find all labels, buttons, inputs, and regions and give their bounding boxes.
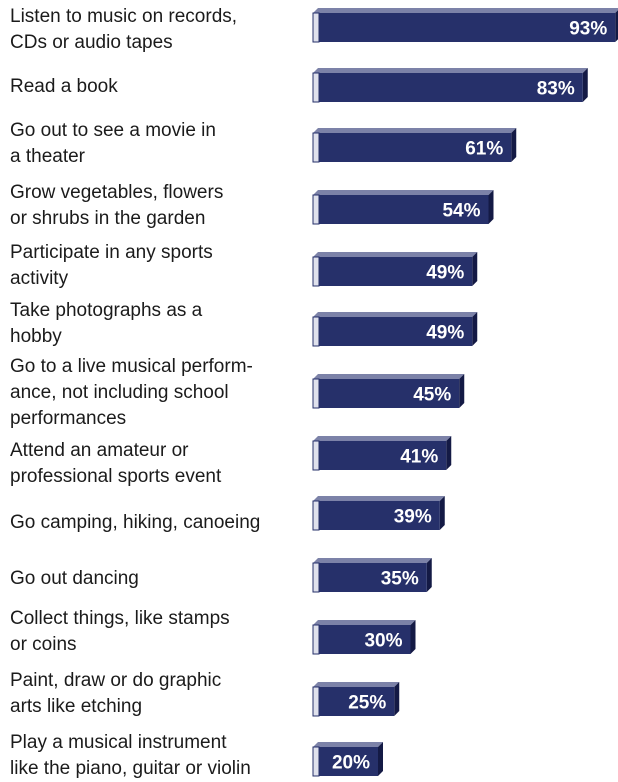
bar bbox=[313, 501, 440, 530]
category-label: Attend an amateur or professional sports… bbox=[10, 440, 222, 487]
bar bbox=[313, 317, 473, 346]
category-label: Grow vegetables, flowers or shrubs in th… bbox=[10, 182, 224, 229]
bar bbox=[313, 133, 512, 162]
bar bbox=[313, 257, 473, 286]
bar-top-face bbox=[313, 496, 445, 501]
bar bbox=[313, 441, 447, 470]
category-label: Take photographs as a hobby bbox=[10, 300, 203, 347]
bar bbox=[313, 563, 427, 592]
category-label: Go to a live musical perform- ance, not … bbox=[10, 356, 253, 429]
bar-value-label: 61% bbox=[465, 139, 503, 160]
bar bbox=[313, 73, 583, 102]
category-label: Participate in any sports activity bbox=[10, 242, 213, 289]
bar-group: 93% bbox=[312, 8, 618, 43]
category-label: Listen to music on records, CDs or audio… bbox=[10, 6, 238, 53]
bar-group: 35% bbox=[312, 558, 432, 593]
bar-top-face bbox=[313, 190, 494, 195]
bar-top-face bbox=[313, 374, 465, 379]
bar-side-face bbox=[511, 128, 517, 162]
bar-group: 39% bbox=[312, 496, 445, 531]
category-label: Go out to see a movie in a theater bbox=[10, 120, 216, 167]
bar-left-bevel bbox=[312, 378, 320, 409]
bar-side-face bbox=[426, 558, 432, 592]
bar-group: 25% bbox=[312, 682, 400, 717]
bar-value-label: 35% bbox=[381, 569, 419, 590]
bar-top-face bbox=[313, 8, 618, 13]
bar-left-bevel bbox=[312, 686, 320, 717]
bar-value-label: 41% bbox=[400, 447, 438, 468]
bar-side-face bbox=[394, 682, 400, 716]
bar-group: 49% bbox=[312, 252, 478, 287]
bar bbox=[313, 13, 616, 42]
bar-side-face bbox=[582, 68, 588, 102]
bar-top-face bbox=[313, 312, 478, 317]
bar-left-bevel bbox=[312, 440, 320, 471]
bar-group: 54% bbox=[312, 190, 494, 225]
bar-top-face bbox=[313, 742, 383, 747]
bar-group: 83% bbox=[312, 68, 588, 103]
bar-side-face bbox=[446, 436, 452, 470]
bar-left-bevel bbox=[312, 12, 320, 43]
bar-value-label: 93% bbox=[569, 19, 607, 40]
bar-left-bevel bbox=[312, 746, 320, 777]
category-label: Go out dancing bbox=[10, 568, 139, 589]
category-label: Read a book bbox=[10, 76, 118, 97]
bar-left-bevel bbox=[312, 500, 320, 531]
bar-top-face bbox=[313, 620, 416, 625]
bar-left-bevel bbox=[312, 316, 320, 347]
bar-value-label: 49% bbox=[426, 323, 464, 344]
bar-left-bevel bbox=[312, 256, 320, 287]
bar-value-label: 45% bbox=[413, 385, 451, 406]
bar bbox=[313, 687, 395, 716]
bar-group: 45% bbox=[312, 374, 465, 409]
bar-value-label: 30% bbox=[364, 631, 402, 652]
bar-value-label: 49% bbox=[426, 263, 464, 284]
bar-top-face bbox=[313, 68, 588, 73]
bar-top-face bbox=[313, 128, 517, 133]
bar-group: 20% bbox=[312, 742, 383, 777]
category-label: Go camping, hiking, canoeing bbox=[10, 512, 261, 533]
bar-side-face bbox=[410, 620, 416, 654]
bar-group: 41% bbox=[312, 436, 452, 471]
category-label: Play a musical instrument like the piano… bbox=[10, 732, 251, 779]
category-label: Paint, draw or do graphic arts like etch… bbox=[10, 670, 222, 717]
bar-side-face bbox=[439, 496, 445, 530]
bar-side-face bbox=[615, 10, 618, 42]
bar-side-face bbox=[378, 742, 383, 776]
bar bbox=[313, 625, 411, 654]
bar-top-face bbox=[313, 436, 452, 441]
bar-value-label: 39% bbox=[394, 507, 432, 528]
bar-side-face bbox=[472, 252, 478, 286]
bar-value-label: 83% bbox=[537, 79, 575, 100]
bar-group: 49% bbox=[312, 312, 478, 347]
bar-value-label: 54% bbox=[442, 201, 480, 222]
bar-group: 61% bbox=[312, 128, 517, 163]
bar-side-face bbox=[459, 374, 465, 408]
bar-side-face bbox=[488, 190, 494, 224]
bar bbox=[313, 195, 489, 224]
bar-value-label: 20% bbox=[332, 753, 370, 774]
bar-left-bevel bbox=[312, 562, 320, 593]
bar bbox=[313, 747, 378, 776]
bar bbox=[313, 379, 460, 408]
bar-top-face bbox=[313, 682, 400, 687]
category-label: Collect things, like stamps or coins bbox=[10, 608, 230, 655]
bar-top-face bbox=[313, 252, 478, 257]
bar-value-label: 25% bbox=[348, 693, 386, 714]
bar-left-bevel bbox=[312, 72, 320, 103]
bar-side-face bbox=[472, 312, 478, 346]
bar-left-bevel bbox=[312, 132, 320, 163]
bar-left-bevel bbox=[312, 194, 320, 225]
bar-left-bevel bbox=[312, 624, 320, 655]
bar-top-face bbox=[313, 558, 432, 563]
bar-group: 30% bbox=[312, 620, 416, 655]
